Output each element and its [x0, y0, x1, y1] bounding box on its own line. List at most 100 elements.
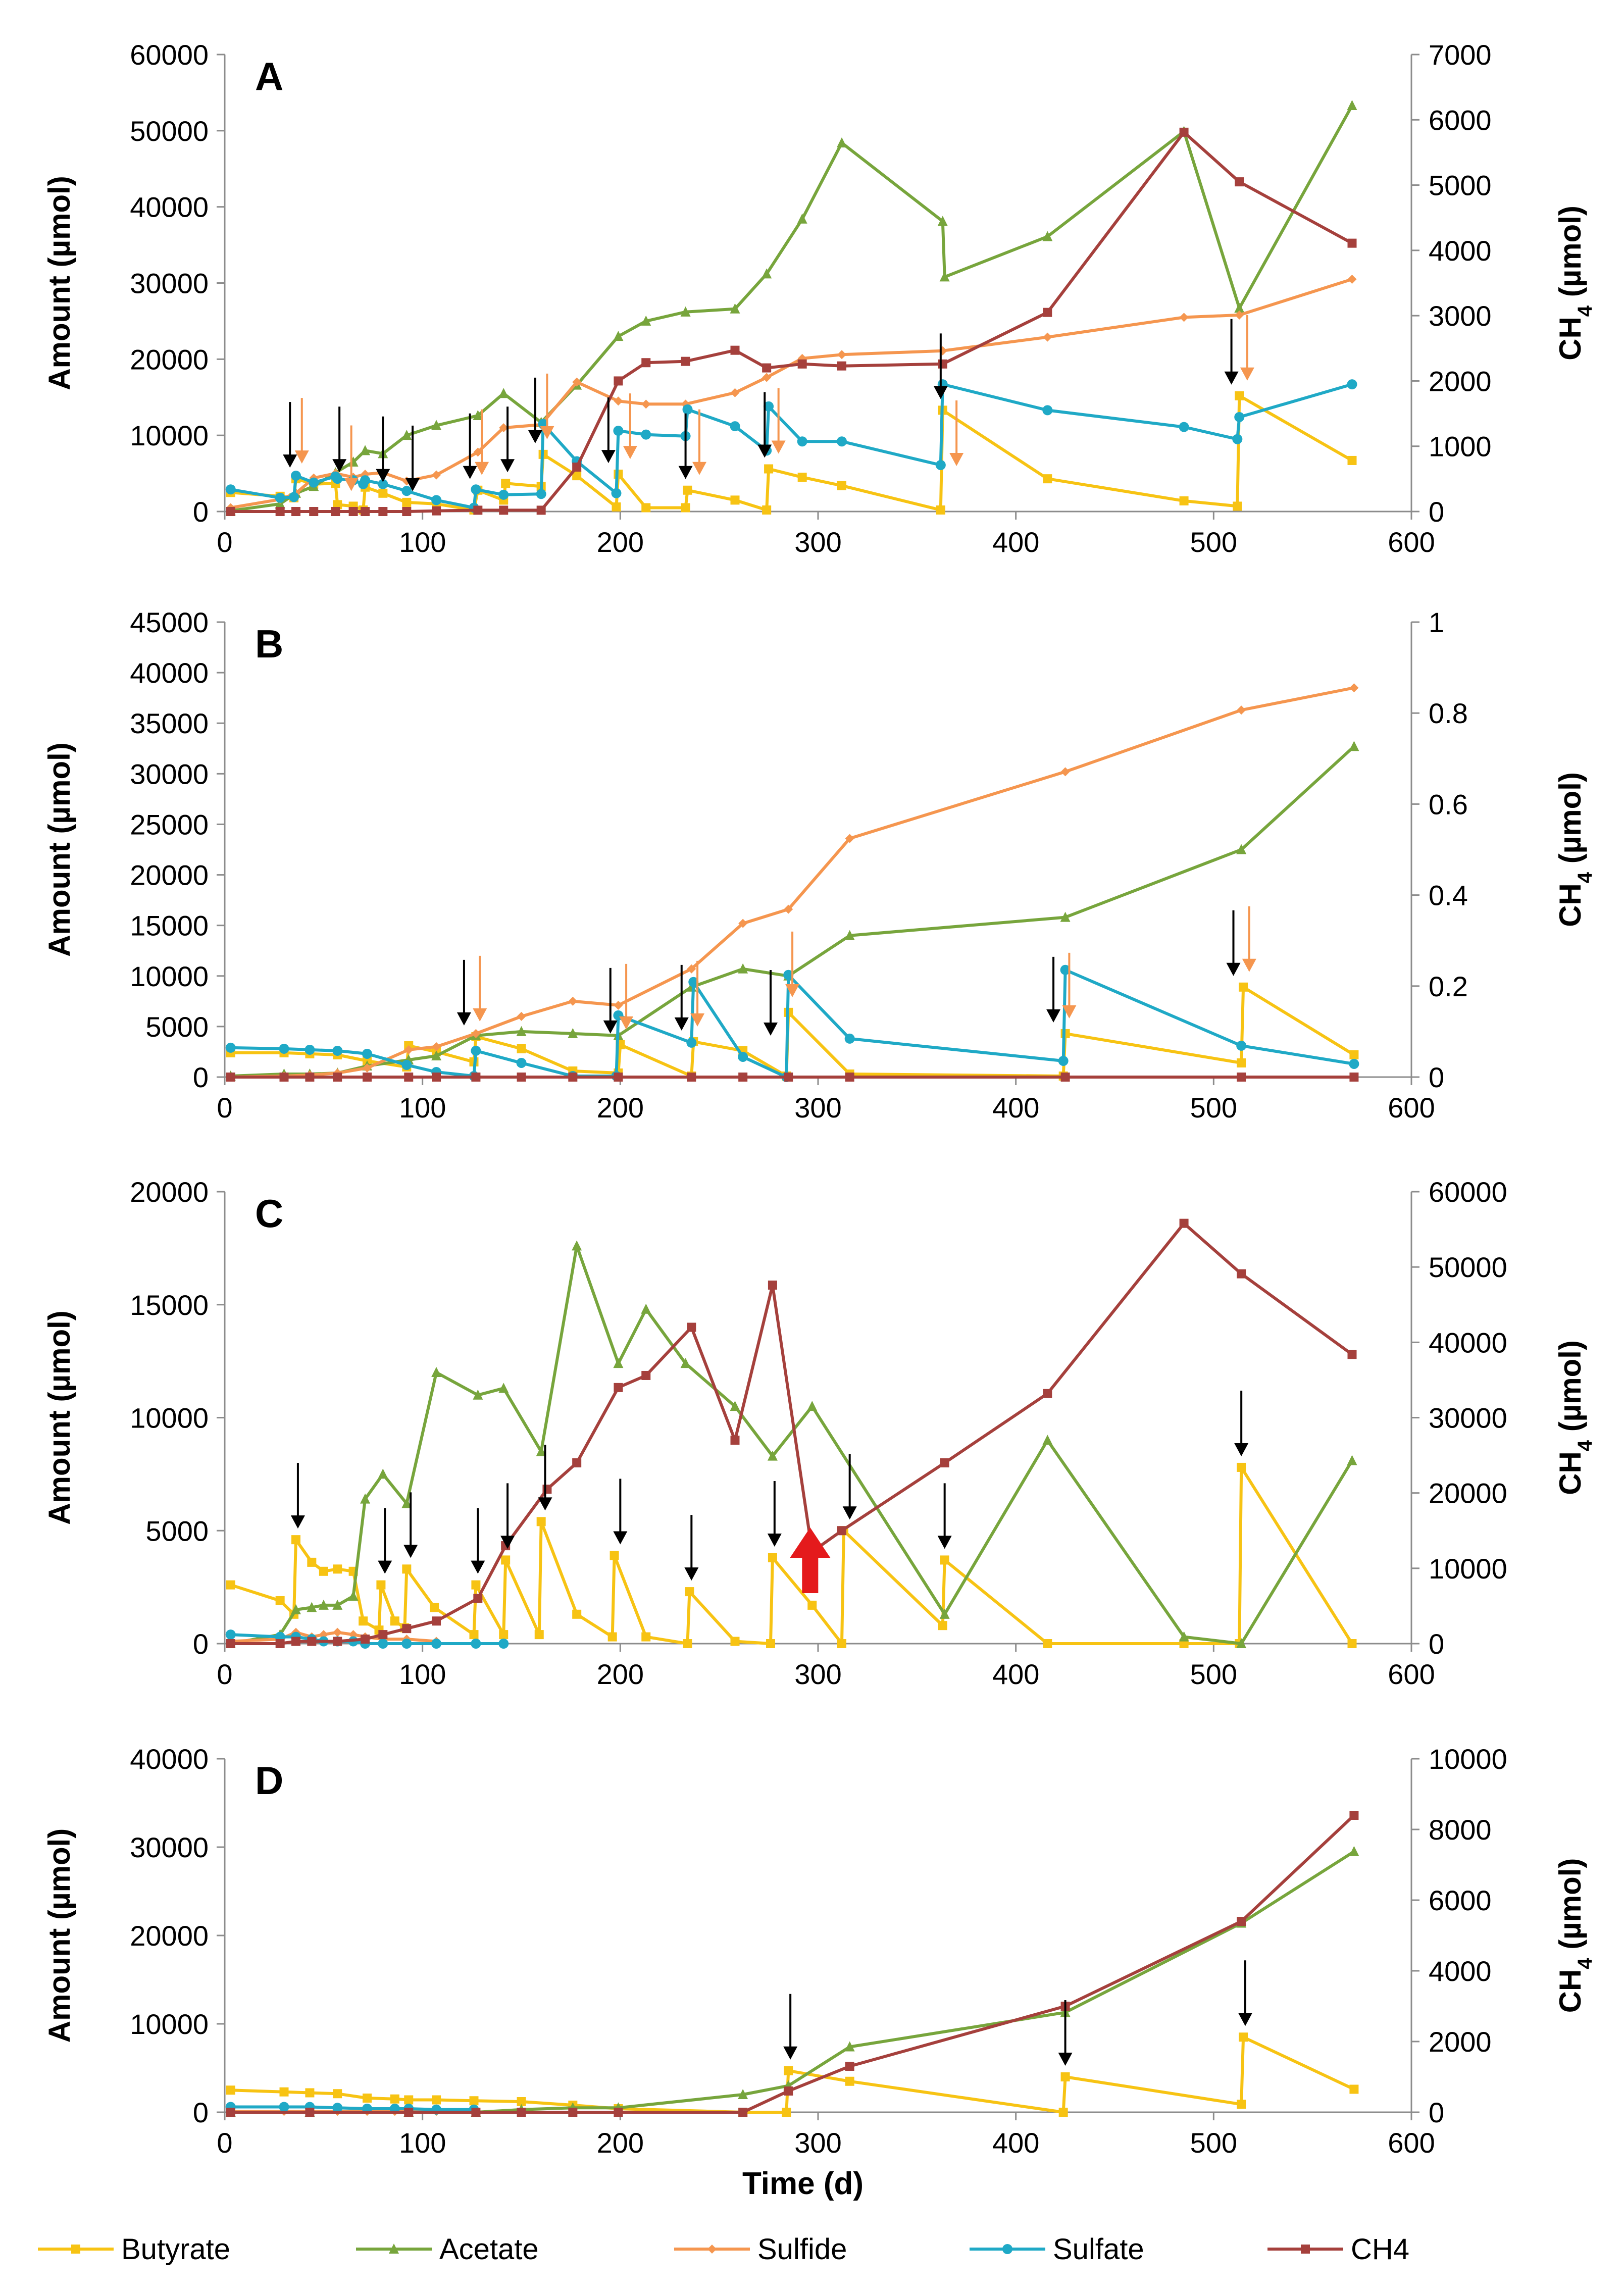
ch4-point — [1179, 127, 1189, 137]
butyrate-point — [226, 2085, 235, 2095]
acetate-point — [807, 1401, 818, 1411]
sulfate-point — [498, 1639, 509, 1649]
ch4-point — [1237, 1269, 1246, 1279]
ch4-point — [572, 1458, 582, 1467]
ch4-point — [837, 1526, 846, 1536]
orange-arrow-icon — [771, 388, 786, 454]
butyrate-point — [469, 1630, 479, 1640]
acetate-point — [1234, 302, 1245, 313]
x-tick-label: 200 — [597, 1092, 644, 1124]
orange-arrow-icon — [949, 400, 964, 466]
black-arrow-icon — [283, 402, 297, 468]
black-arrow-icon — [601, 397, 616, 464]
acetate-point — [939, 271, 950, 282]
butyrate-point — [641, 1632, 651, 1642]
butyrate-point — [1043, 474, 1052, 484]
ch4-point — [473, 1594, 483, 1603]
panel-label: A — [255, 54, 283, 98]
ch4-point — [797, 359, 807, 369]
y-tick-label: 25000 — [130, 808, 209, 840]
butyrate-point — [572, 471, 582, 481]
butyrate-point — [681, 503, 690, 513]
sulfate-point — [225, 1629, 236, 1640]
acetate-point — [613, 331, 624, 341]
acetate-point — [844, 930, 855, 940]
butyrate-point — [432, 2095, 441, 2105]
sulfide-point — [614, 1000, 623, 1010]
sulfate-line — [230, 383, 1353, 509]
y-tick-label: 10000 — [130, 1402, 209, 1434]
sulfide-point — [1347, 274, 1357, 284]
butyrate-point — [764, 464, 774, 474]
ch4-point — [768, 1280, 777, 1290]
y-tick-label: 15000 — [130, 910, 209, 942]
butyrate-point — [430, 1603, 439, 1612]
ch4-point — [432, 1073, 441, 1082]
ch4-point — [730, 1436, 740, 1445]
orange-arrow-icon — [1240, 315, 1254, 381]
series-ch4 — [226, 1073, 1359, 1082]
ch4-line — [230, 130, 1353, 513]
black-arrow-icon — [767, 1481, 782, 1547]
y-tick-label: 10000 — [130, 2008, 209, 2040]
butyrate-point — [784, 2066, 793, 2075]
butyrate-point — [572, 1609, 582, 1619]
x-tick-label: 600 — [1388, 1658, 1435, 1690]
x-tick-label: 500 — [1190, 1092, 1237, 1124]
y-tick-label: 0 — [193, 2097, 209, 2128]
acetate-point — [1236, 844, 1247, 854]
black-arrow-icon — [528, 377, 542, 443]
y2-tick-label: 6000 — [1429, 1884, 1492, 1916]
butyrate-point — [612, 502, 621, 512]
y-tick-label: 20000 — [130, 343, 209, 375]
butyrate-point — [641, 503, 651, 513]
ch4-point — [361, 507, 370, 516]
butyrate-point — [390, 2094, 399, 2104]
acetate-point — [797, 213, 807, 224]
black-arrow-icon — [842, 1454, 857, 1520]
y-axis-title: Amount (µmol) — [42, 742, 76, 956]
black-arrow-icon — [937, 1483, 952, 1549]
x-tick-label: 100 — [399, 1092, 446, 1124]
black-arrow-icon — [500, 1483, 515, 1549]
ch4-point — [568, 1073, 578, 1082]
butyrate-point — [390, 1616, 399, 1626]
sulfate-point — [378, 1639, 388, 1649]
black-arrow-icon — [757, 392, 772, 458]
y2-axis-title: CH4 (µmol) — [1553, 1340, 1596, 1495]
acetate-line — [230, 745, 1355, 1078]
sulfide-point — [614, 396, 623, 406]
ch4-point — [938, 359, 947, 369]
butyrate-point — [837, 481, 846, 490]
orange-arrow-icon — [540, 373, 554, 439]
sulfide-line — [230, 686, 1354, 1079]
y2-title-unit: (µmol) — [1553, 1340, 1587, 1440]
ch4-point — [517, 1073, 526, 1082]
ch4-point — [681, 356, 690, 366]
x-tick-label: 200 — [597, 526, 644, 558]
ch4-point — [404, 2108, 414, 2117]
butyrate-point — [1349, 1050, 1359, 1059]
acetate-point — [473, 410, 483, 420]
sulfate-point — [360, 475, 371, 486]
x-tick-label: 600 — [1388, 2127, 1435, 2159]
y2-tick-label: 0 — [1429, 1628, 1444, 1660]
butyrate-point — [940, 1555, 949, 1565]
ch4-point — [305, 1073, 315, 1082]
ch4-point — [226, 1639, 235, 1648]
black-arrow-icon — [403, 1492, 418, 1558]
y2-axis-title: CH4 (µmol) — [1553, 1858, 1596, 2013]
black-arrow-icon — [378, 1508, 392, 1574]
sulfate-point — [611, 488, 622, 498]
panel-d: 0 100 200 300 400 500 600010000200003000040000… — [42, 1743, 1596, 2159]
black-arrow-icon — [678, 413, 693, 479]
orange-arrow-icon — [475, 409, 489, 475]
y-tick-label: 45000 — [130, 606, 209, 638]
sulfate-point — [291, 471, 301, 481]
y-axis-title: Amount (µmol) — [42, 1310, 76, 1524]
orange-arrow-icon — [692, 409, 706, 475]
acetate-point — [680, 306, 691, 317]
sulfate-point — [332, 474, 343, 484]
x-tick-label: 0 — [217, 1658, 232, 1690]
